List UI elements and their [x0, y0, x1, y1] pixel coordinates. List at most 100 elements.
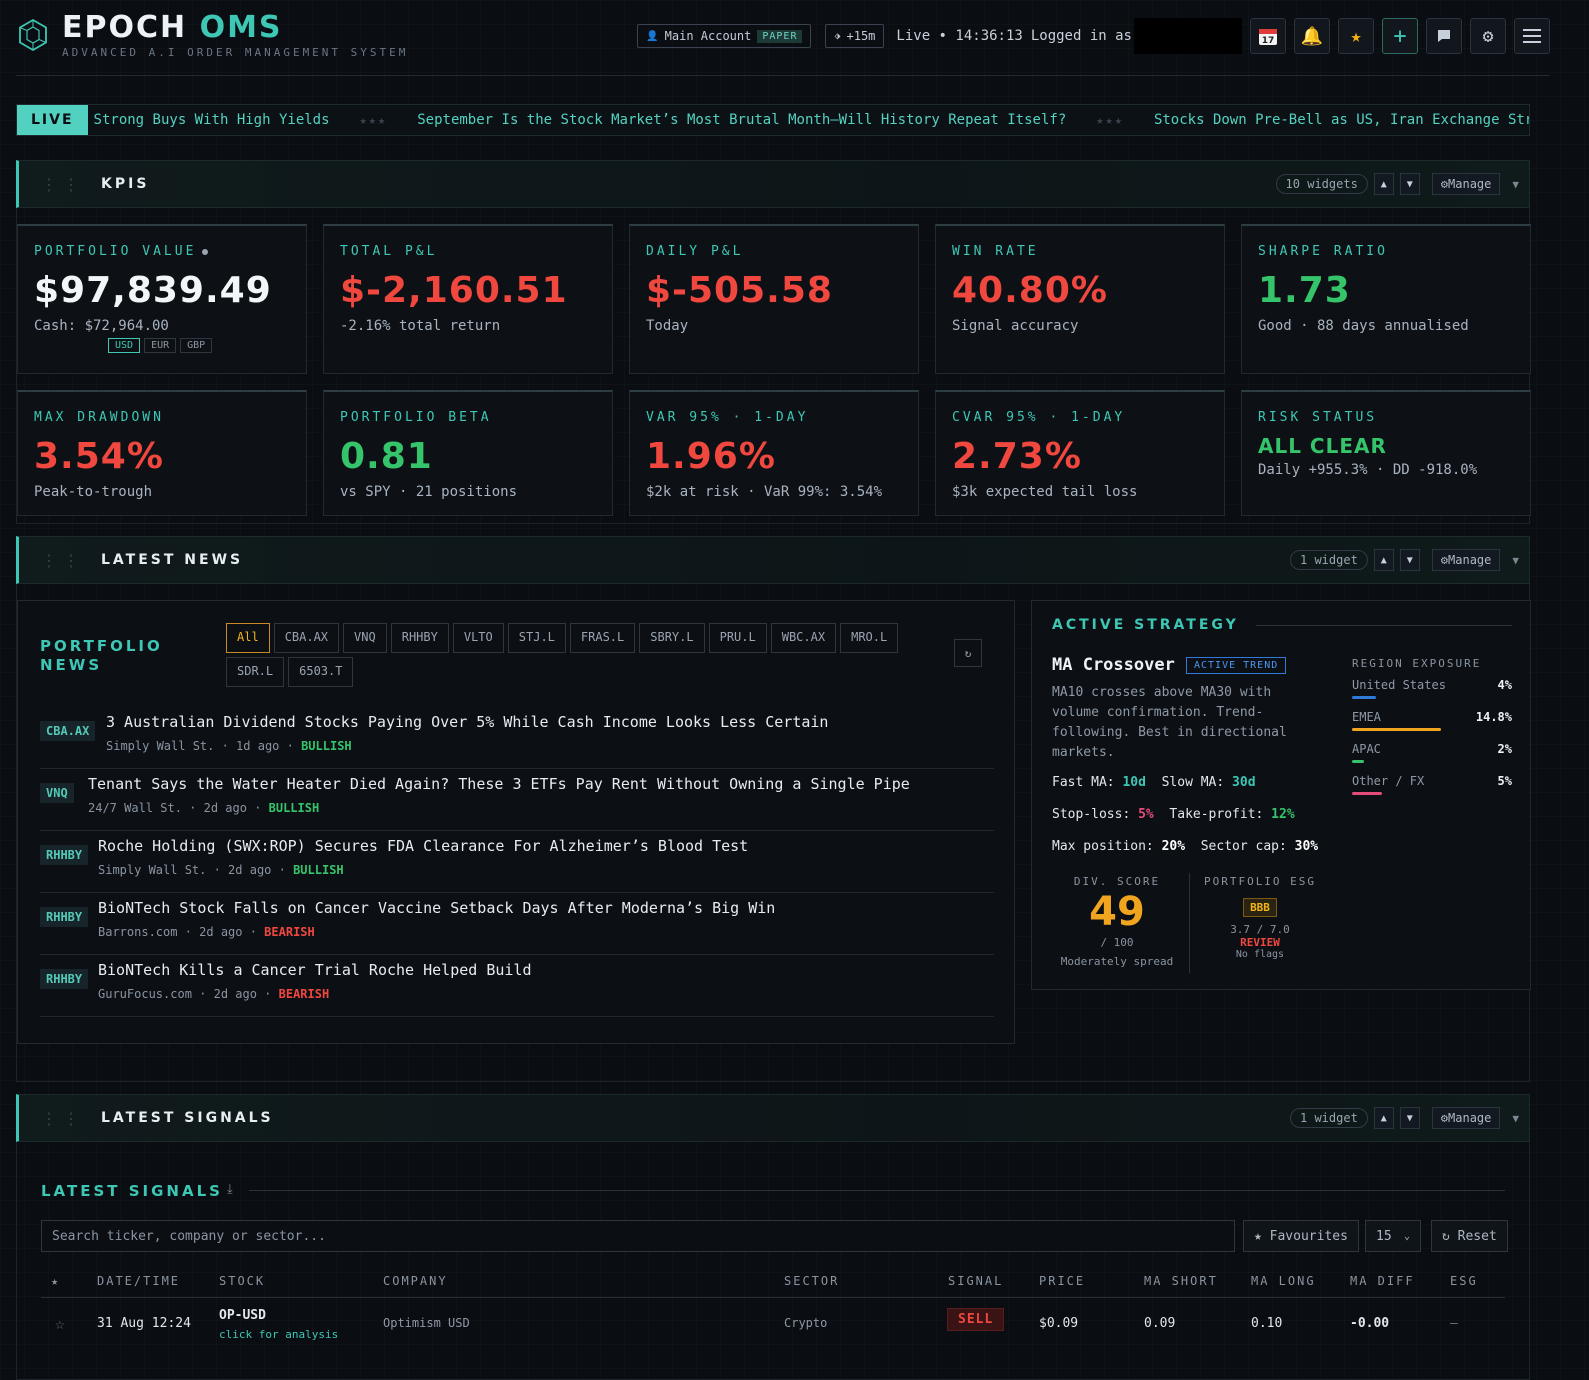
collapse-icon[interactable]: ▼ [1512, 553, 1519, 567]
news-item[interactable]: VNQ Tenant Says the Water Heater Died Ag… [40, 769, 994, 831]
drag-handle-icon[interactable]: ⋮⋮ [41, 550, 85, 570]
reset-button[interactable]: ↻ Reset [1431, 1220, 1508, 1252]
move-up-button[interactable]: ▲ [1373, 1107, 1394, 1129]
column-header[interactable]: SIGNAL [948, 1274, 1004, 1288]
column-header[interactable]: DATE/TIME [97, 1274, 181, 1288]
section-title: KPIS [101, 176, 150, 192]
news-item[interactable]: RHHBY BioNTech Kills a Cancer Trial Roch… [40, 955, 994, 1017]
kpi-value: 1.73 [1258, 270, 1351, 311]
news-headline[interactable]: BioNTech Kills a Cancer Trial Roche Help… [98, 961, 532, 979]
column-header[interactable]: MA LONG [1251, 1274, 1316, 1288]
bell-icon[interactable]: 🔔 [1294, 18, 1330, 54]
drag-handle-icon[interactable]: ⋮⋮ [41, 1108, 85, 1128]
column-header[interactable]: COMPANY [383, 1274, 448, 1288]
signal-company: Optimism USD [383, 1316, 470, 1330]
column-header[interactable]: MA SHORT [1144, 1274, 1218, 1288]
signal-ma-long: 0.10 [1251, 1316, 1283, 1331]
filter-chip[interactable]: FRAS.L [569, 623, 636, 653]
news-item[interactable]: CBA.AX 3 Australian Dividend Stocks Payi… [40, 707, 994, 769]
news-headline[interactable]: Roche Holding (SWX:ROP) Secures FDA Clea… [98, 837, 749, 855]
filter-chip[interactable]: CBA.AX [273, 623, 340, 653]
news-item[interactable]: RHHBY Roche Holding (SWX:ROP) Secures FD… [40, 831, 994, 893]
signal-stock[interactable]: OP-USD [219, 1308, 266, 1323]
column-header[interactable]: STOCK [219, 1274, 266, 1288]
column-header[interactable]: ESG [1450, 1274, 1478, 1288]
manage-button[interactable]: ⚙Manage [1431, 173, 1501, 195]
kpi-value: 2.73% [952, 436, 1082, 477]
signal-search-input[interactable] [41, 1220, 1235, 1252]
filter-chip[interactable]: 6503.T [288, 657, 354, 687]
region-row: APAC 2% [1352, 734, 1512, 766]
filter-chip[interactable]: MRO.L [840, 623, 899, 653]
news-section-header: ⋮⋮ LATEST NEWS 1 widget ▲ ▼ ⚙Manage ▼ [16, 536, 1530, 584]
kpi-sub: Today [646, 318, 689, 334]
currency-usd[interactable]: USD [108, 338, 141, 353]
filter-chip[interactable]: VLTO [452, 623, 504, 653]
news-ticker-badge: RHHBY [40, 907, 89, 927]
kpi-label: TOTAL P&L [340, 244, 438, 259]
news-meta: Simply Wall St. · 2d ago · BULLISH [98, 863, 344, 877]
kpi-value: 3.54% [34, 436, 164, 477]
column-header[interactable]: MA DIFF [1350, 1274, 1415, 1288]
ticker-item[interactable]: Stocks Down Pre-Bell as US, Iran Exchang… [1153, 112, 1530, 128]
calendar-icon[interactable]: 17 [1250, 18, 1286, 54]
kpi-label: MAX DRAWDOWN [34, 410, 164, 425]
filter-chip[interactable]: WBC.AX [770, 623, 837, 653]
move-down-button[interactable]: ▼ [1399, 549, 1420, 571]
widget-count: 1 widget [1290, 1108, 1368, 1128]
column-header[interactable]: SECTOR [784, 1274, 840, 1288]
page-size-select[interactable]: 15 ⌄ [1365, 1220, 1421, 1252]
filter-chip[interactable]: SBRY.L [639, 623, 705, 653]
refresh-icon[interactable]: ↻ [954, 639, 982, 667]
drag-handle-icon[interactable]: ⋮⋮ [41, 174, 85, 194]
portfolio-esg: PORTFOLIO ESG BBB 3.7 / 7.0 REVIEW No fl… [1200, 875, 1320, 960]
favourite-star-icon[interactable]: ☆ [55, 1314, 65, 1333]
ma-params: Fast MA: 10d Slow MA: 30d [1052, 775, 1256, 790]
column-header[interactable]: PRICE [1039, 1274, 1086, 1288]
region-row: United States 4% [1352, 670, 1512, 702]
move-up-button[interactable]: ▲ [1373, 549, 1394, 571]
manage-button[interactable]: ⚙Manage [1431, 549, 1501, 571]
diversification-score: DIV. SCORE 49 / 100 Moderately spread [1052, 875, 1182, 968]
manage-button[interactable]: ⚙Manage [1431, 1107, 1501, 1129]
table-row[interactable]: ☆ 31 Aug 12:24 OP-USD click for analysis… [41, 1300, 1505, 1352]
news-headline[interactable]: BioNTech Stock Falls on Cancer Vaccine S… [98, 899, 776, 917]
collapse-icon[interactable]: ▼ [1512, 177, 1519, 191]
analysis-link[interactable]: click for analysis [219, 1328, 339, 1341]
strategy-description: MA10 crosses above MA30 with volume conf… [1052, 685, 1287, 760]
download-icon[interactable]: ⤓ [227, 1182, 233, 1197]
news-item[interactable]: RHHBY BioNTech Stock Falls on Cancer Vac… [40, 893, 994, 955]
filter-chip[interactable]: PRU.L [708, 623, 767, 653]
collapse-icon[interactable]: ▼ [1512, 1111, 1519, 1125]
filter-chip-all[interactable]: All [226, 623, 270, 653]
region-bar [1352, 792, 1382, 795]
menu-icon[interactable] [1514, 18, 1550, 54]
chat-icon[interactable] [1426, 18, 1462, 54]
news-headline[interactable]: Tenant Says the Water Heater Died Again?… [88, 775, 910, 793]
column-header[interactable]: ★ [51, 1274, 61, 1288]
filter-chip[interactable]: STJ.L [507, 623, 566, 653]
move-down-button[interactable]: ▼ [1399, 1107, 1420, 1129]
ticker-item[interactable]: Strong Buys With High Yields [93, 112, 330, 128]
filter-chip[interactable]: SDR.L [226, 657, 285, 687]
news-headline[interactable]: 3 Australian Dividend Stocks Paying Over… [106, 713, 829, 731]
star-icon[interactable]: ★ [1338, 18, 1374, 54]
filter-chip[interactable]: RHHBY [390, 623, 449, 653]
gear-icon[interactable]: ⚙ [1470, 18, 1506, 54]
redacted-username [1134, 18, 1242, 54]
kpi-value: ALL CLEAR [1258, 434, 1387, 458]
panel-title: PORTFOLIO NEWS [40, 637, 163, 674]
kpi-card-portfolio-value: PORTFOLIO VALUE $97,839.49 Cash: $72,964… [17, 224, 307, 374]
active-strategy-panel: ACTIVE STRATEGY MA Crossover ACTIVE TREN… [1031, 600, 1531, 990]
plus-icon[interactable]: + [1382, 18, 1418, 54]
currency-gbp[interactable]: GBP [180, 338, 213, 353]
sentiment-label: BULLISH [268, 801, 320, 815]
move-down-button[interactable]: ▼ [1399, 173, 1420, 195]
ticker-item[interactable]: September Is the Stock Market’s Most Bru… [417, 112, 1067, 128]
favourites-button[interactable]: ★ Favourites [1243, 1220, 1359, 1252]
filter-chip[interactable]: VNQ [343, 623, 387, 653]
move-up-button[interactable]: ▲ [1373, 173, 1394, 195]
divider [1256, 625, 1512, 626]
currency-eur[interactable]: EUR [144, 338, 177, 353]
account-selector[interactable]: 👤 Main Account PAPER [637, 24, 812, 48]
